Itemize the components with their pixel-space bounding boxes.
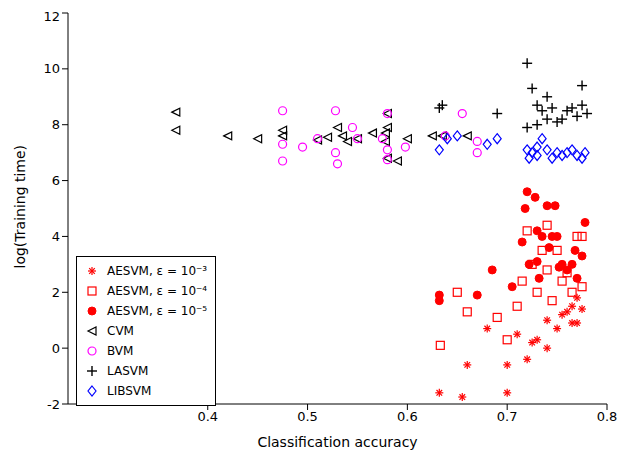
svg-text:log(Training time): log(Training time) [12, 145, 28, 269]
svg-text:Classification accuracy: Classification accuracy [257, 434, 417, 450]
svg-text:12: 12 [43, 9, 60, 24]
svg-text:-2: -2 [47, 397, 60, 412]
html-text:AESVM, ε = 10⁻⁵: AESVM, ε = 10⁻⁵ [107, 304, 208, 318]
svg-text:8: 8 [52, 117, 60, 132]
html-text:AESVM, ε = 10⁻⁴: AESVM, ε = 10⁻⁴ [107, 284, 208, 298]
html-text:BVM: BVM [107, 344, 134, 358]
svg-text:6: 6 [52, 173, 60, 188]
svg-text:0.8: 0.8 [597, 409, 618, 424]
svg-text:0.4: 0.4 [197, 409, 218, 424]
html-text:CVM: CVM [107, 324, 134, 338]
svg-text:0.7: 0.7 [497, 409, 518, 424]
html-text:LIBSVM: LIBSVM [107, 384, 152, 398]
svg-text:2: 2 [52, 285, 60, 300]
svg-text:4: 4 [52, 229, 60, 244]
html-text:AESVM, ε = 10⁻³: AESVM, ε = 10⁻³ [107, 264, 208, 278]
svg-text:0.6: 0.6 [397, 409, 418, 424]
svg-text:10: 10 [43, 61, 60, 76]
svg-text:0: 0 [52, 341, 60, 356]
svg-text:0.5: 0.5 [297, 409, 318, 424]
html-text:LASVM: LASVM [107, 364, 149, 378]
